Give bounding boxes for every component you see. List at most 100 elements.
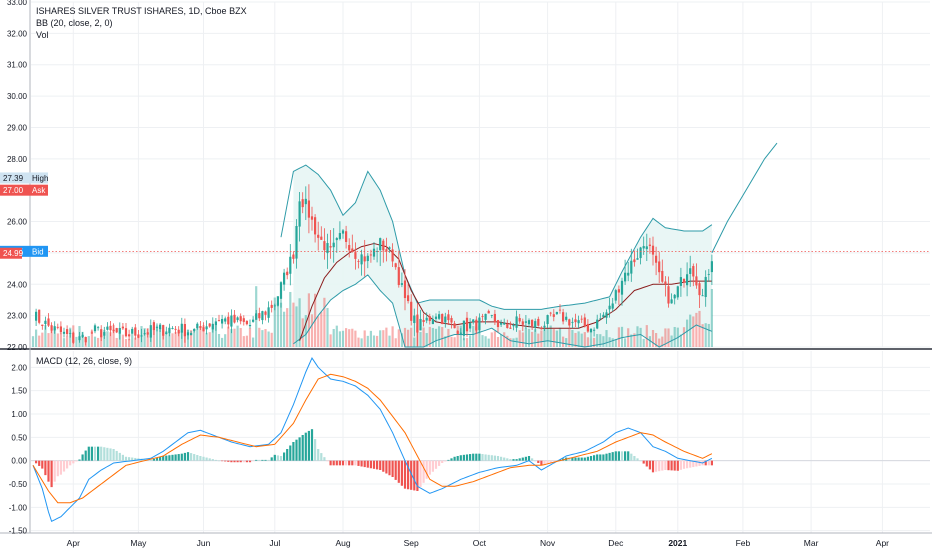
candle <box>335 237 338 253</box>
time-tick-label: 2021 <box>668 538 687 548</box>
volume-bar <box>627 328 630 347</box>
candle <box>593 327 596 337</box>
candle <box>289 244 292 286</box>
candle <box>670 293 673 304</box>
candle <box>121 323 124 330</box>
macd-histogram-bar <box>180 453 183 461</box>
macd-histogram-bar <box>252 460 255 462</box>
volume-bar <box>214 325 217 347</box>
candle <box>630 248 633 282</box>
macd-histogram-bar <box>366 460 369 468</box>
candle <box>376 247 379 263</box>
candle <box>686 262 689 297</box>
candle <box>506 319 509 329</box>
macd-histogram-bar <box>667 460 670 471</box>
candle <box>81 332 84 339</box>
candle <box>428 313 431 325</box>
volume-bar <box>695 312 698 347</box>
bb-indicator-label[interactable]: BB (20, close, 2, 0) <box>36 18 113 28</box>
time-axis[interactable]: Apr May Jun Jul Aug Sep Oct Nov Dec 2021 Feb Mar Apr <box>67 538 889 548</box>
candle <box>624 259 627 285</box>
volume-bar <box>75 336 78 347</box>
volume-bar <box>279 302 283 347</box>
macd-histogram-bar <box>624 451 627 461</box>
candle <box>651 236 655 266</box>
volume-bar <box>227 326 230 347</box>
macd-histogram-bar <box>453 456 456 461</box>
volume-bar <box>44 325 47 347</box>
candle <box>233 310 236 324</box>
macd-histogram-bar <box>593 455 596 461</box>
macd-histogram-bar <box>214 459 217 461</box>
candle <box>577 315 580 329</box>
candle <box>534 318 537 332</box>
macd-pane[interactable] <box>31 356 930 522</box>
candle <box>400 272 403 288</box>
macd-histogram-bar <box>689 460 692 468</box>
macd-histogram-bar <box>434 460 438 469</box>
macd-histogram-bar <box>456 456 459 461</box>
time-tick-label: Feb <box>736 538 751 548</box>
candle <box>332 228 335 263</box>
volume-bar <box>112 325 115 347</box>
volume-bar <box>118 333 121 347</box>
grid <box>31 1 930 533</box>
volume-bar <box>689 314 692 347</box>
macd-histogram-bar <box>177 454 180 461</box>
macd-histogram-bar <box>571 457 574 461</box>
candle <box>252 316 255 323</box>
candle <box>524 315 527 329</box>
macd-histogram-bar <box>345 460 348 466</box>
macd-histogram-bar <box>521 457 524 461</box>
price-tag-label: Bid <box>32 247 44 256</box>
macd-histogram-bar <box>162 456 165 461</box>
macd-histogram-bar <box>106 447 109 461</box>
volume-bar <box>546 328 549 347</box>
volume-bar <box>636 326 639 347</box>
candle <box>394 262 397 270</box>
volume-bar <box>400 333 403 347</box>
volume-bar <box>286 308 289 347</box>
volume-bar <box>403 327 407 347</box>
macd-histogram-bar <box>183 452 186 461</box>
macd-histogram-bar <box>258 459 261 461</box>
candle <box>140 328 143 343</box>
volume-bar <box>664 328 667 347</box>
candle <box>441 313 444 325</box>
candle <box>512 323 515 331</box>
macd-histogram-bar <box>636 458 639 461</box>
macd-histogram-bar <box>496 456 500 461</box>
candle <box>385 237 388 262</box>
volume-bar <box>168 334 171 347</box>
candle <box>472 319 475 325</box>
candle <box>692 263 695 287</box>
macd-histogram-bar <box>69 460 72 466</box>
volume-bar <box>81 331 84 347</box>
candle <box>382 238 385 263</box>
macd-indicator-label[interactable]: MACD (12, 26, close, 9) <box>36 356 132 366</box>
candle <box>143 329 146 336</box>
macd-histogram-bar <box>112 449 115 461</box>
candle <box>276 296 279 307</box>
macd-histogram-bar <box>335 460 338 466</box>
candle <box>549 311 552 317</box>
candle <box>248 319 252 329</box>
macd-histogram-bar <box>444 460 447 462</box>
candle <box>307 184 310 234</box>
candle <box>555 311 558 315</box>
volume-indicator-label[interactable]: Vol <box>36 30 49 40</box>
macd-tick-label: 1.50 <box>11 387 27 396</box>
price-axis[interactable]: 33.0032.0031.0030.0029.0028.0026.0025.00… <box>7 0 28 352</box>
volume-bar <box>236 325 239 347</box>
candle <box>137 329 140 339</box>
macd-histogram-bar <box>608 452 611 461</box>
candle <box>84 336 87 346</box>
time-tick-label: Mar <box>804 538 819 548</box>
price-tag-label: High <box>32 174 48 183</box>
price-pane[interactable] <box>31 142 930 348</box>
candle <box>90 329 93 334</box>
candle <box>493 309 496 325</box>
macd-axis[interactable]: 2.00 1.50 1.00 0.50 0.00 -0.50 -1.00 -1.50 <box>9 363 28 535</box>
volume-bar <box>580 333 583 347</box>
